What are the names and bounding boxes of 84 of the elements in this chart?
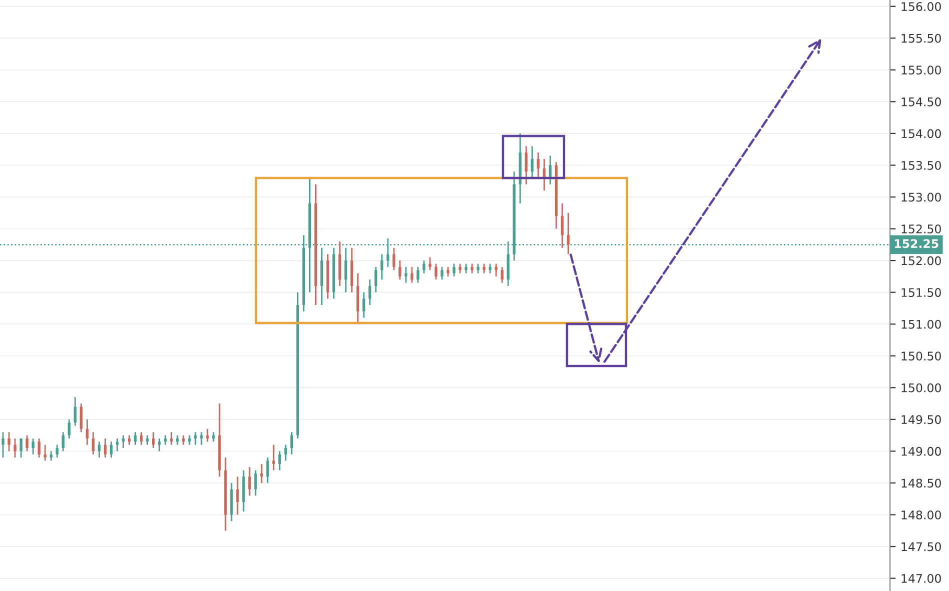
y-tick-label: 149.50: [902, 415, 941, 424]
candlestick: [260, 463, 263, 484]
candlestick: [362, 292, 366, 318]
candlestick: [458, 263, 462, 274]
candlestick: [176, 434, 179, 446]
candlestick: [14, 438, 16, 458]
candlestick: [44, 444, 46, 462]
candlestick: [566, 212, 570, 255]
candlestick: [404, 266, 408, 284]
y-tick-label: 152.50: [902, 224, 941, 234]
candlestick: [416, 266, 420, 284]
candlestick: [2, 431, 4, 458]
candlestick: [248, 466, 251, 496]
candlestick: [368, 278, 372, 306]
candlestick: [152, 431, 155, 449]
y-tick-label: 154.00: [902, 129, 941, 138]
candlestick: [254, 470, 257, 496]
y-tick-label: 153.00: [902, 192, 941, 202]
candlestick: [434, 263, 438, 280]
y-tick-label: 153.50: [902, 160, 941, 170]
candlestick: [32, 438, 34, 456]
y-tick-label: 150.00: [902, 383, 941, 392]
candlestick: [62, 431, 64, 452]
candlestick: [500, 266, 504, 284]
y-tick-label: 152.00: [902, 256, 941, 266]
candlestick: [68, 418, 71, 440]
candlestick: [80, 402, 83, 433]
candlestick: [536, 152, 540, 179]
candlestick: [476, 263, 480, 274]
candlestick: [206, 428, 209, 442]
y-tick-label: 155.00: [902, 66, 941, 75]
candlestick: [74, 396, 77, 426]
candlestick: [194, 431, 197, 446]
candlestick: [158, 438, 161, 452]
y-tick-label: 149.00: [902, 446, 941, 456]
candlestick: [20, 438, 22, 458]
y-tick-label: 147.00: [902, 574, 941, 583]
candlestick: [182, 434, 185, 446]
candlestick: [374, 266, 378, 294]
candlestick: [530, 145, 534, 179]
candlestick: [422, 260, 426, 274]
candlestick: [464, 263, 468, 274]
candlestick: [452, 263, 456, 278]
candlestick: [92, 431, 95, 456]
y-tick-label: 148.00: [902, 510, 941, 520]
candlestick: [524, 145, 528, 185]
candlestick: [104, 438, 107, 458]
candlestick: [428, 256, 432, 271]
y-tick-label: 155.50: [902, 34, 941, 43]
y-tick-label: 151.00: [902, 320, 941, 329]
y-tick-label: 154.50: [902, 97, 941, 106]
y-tick-label: 151.50: [902, 288, 941, 297]
candlestick: [212, 431, 215, 442]
candlestick: [188, 434, 191, 446]
candlestick: [26, 434, 28, 452]
y-tick-label: 156.00: [902, 2, 941, 12]
candlestick: [284, 444, 287, 462]
candlestick: [446, 266, 450, 278]
candlestick: [266, 456, 269, 484]
candlestick: [278, 450, 281, 471]
candlestick: [560, 202, 564, 249]
candlestick: [398, 260, 402, 280]
candlestick: [272, 444, 275, 471]
candlestick: [56, 444, 58, 458]
candlestick: [488, 263, 492, 274]
candlestick: [8, 431, 10, 452]
candlestick: [110, 440, 113, 458]
y-tick-label: 150.50: [902, 352, 941, 361]
candlestick: [470, 263, 474, 274]
candlestick: [392, 247, 396, 271]
candlestick: [116, 438, 119, 452]
candlestick: [380, 254, 384, 280]
candlestick: [440, 266, 444, 280]
candlestick: [482, 263, 486, 274]
candlestick: [410, 266, 414, 284]
candlestick: [290, 431, 294, 456]
candlestick: [344, 247, 348, 294]
candlestick: [200, 431, 203, 446]
candlestick: [86, 418, 89, 446]
ref-line-label: 152.25: [894, 239, 938, 248]
y-tick-label: 147.50: [902, 542, 941, 552]
y-tick-label: 148.50: [902, 478, 941, 488]
candlestick: [236, 476, 239, 516]
candlestick: [38, 438, 40, 458]
